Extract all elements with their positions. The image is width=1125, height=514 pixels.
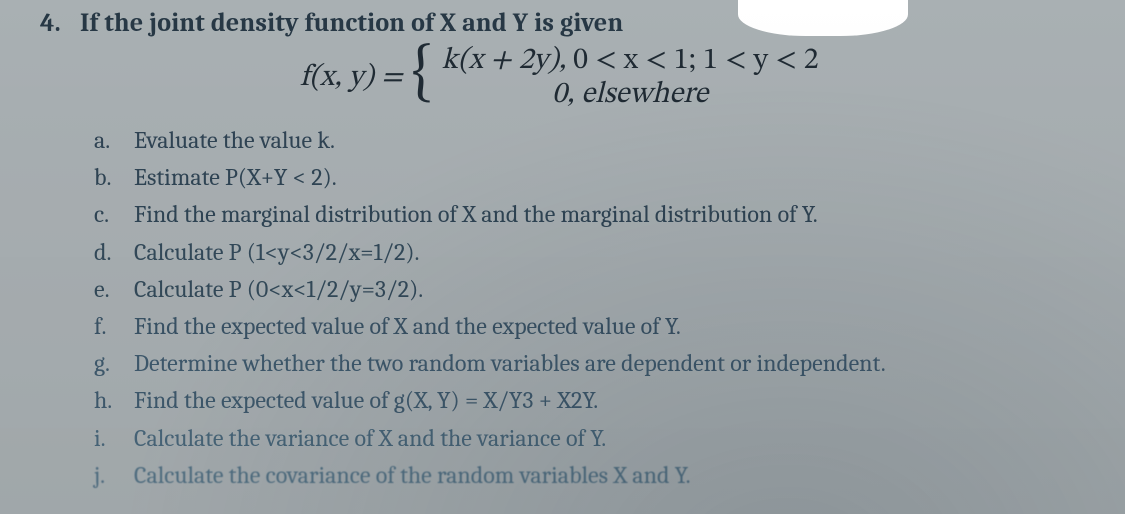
list-item: j. Calculate the covariance of the rando… xyxy=(94,457,1097,494)
formula-cases: k(x + 2y), 0 < x < 1; 1 < y < 2 0, elsew… xyxy=(442,44,819,112)
item-label: j. xyxy=(94,457,134,494)
list-item: d. Calculate P (1<y<3/2/x=1/2). xyxy=(94,234,1097,271)
question-prompt: If the joint density function of X and Y… xyxy=(80,8,1097,38)
item-text: Evaluate the value k. xyxy=(134,122,1097,159)
item-text: Estimate P(X+Y < 2). xyxy=(134,159,1097,196)
item-text: Find the expected value of g(X, Y) = X/Y… xyxy=(134,382,1097,419)
item-text: Calculate the covariance of the random v… xyxy=(134,457,1097,494)
formula-case-1-right: 0 < x < 1; 1 < y < 2 xyxy=(573,46,818,76)
item-label: i. xyxy=(94,420,134,457)
item-text: Calculate P (0<x<1/2/y=3/2). xyxy=(134,271,1097,308)
formula: f(x, y) = { k(x + 2y), 0 < x < 1; 1 < y … xyxy=(40,44,1097,112)
item-text: Determine whether the two random variabl… xyxy=(134,345,1097,382)
question-block: 4. If the joint density function of X an… xyxy=(0,0,1125,502)
formula-case-1-left: k(x + 2y), xyxy=(442,46,566,76)
whiteout-patch xyxy=(738,0,908,36)
item-label: g. xyxy=(94,345,134,382)
item-text: Calculate P (1<y<3/2/x=1/2). xyxy=(134,234,1097,271)
formula-lhs: f(x, y) = xyxy=(300,59,403,97)
list-item: b. Estimate P(X+Y < 2). xyxy=(94,159,1097,196)
item-text: Find the marginal distribution of X and … xyxy=(134,196,1097,233)
list-item: i. Calculate the variance of X and the v… xyxy=(94,420,1097,457)
list-item: e. Calculate P (0<x<1/2/y=3/2). xyxy=(94,271,1097,308)
item-label: b. xyxy=(94,159,134,196)
list-item: h. Find the expected value of g(X, Y) = … xyxy=(94,382,1097,419)
item-label: a. xyxy=(94,122,134,159)
formula-case-2: 0, elsewhere xyxy=(442,78,819,112)
list-item: g. Determine whether the two random vari… xyxy=(94,345,1097,382)
list-item: a. Evaluate the value k. xyxy=(94,122,1097,159)
formula-case-2-text: 0, elsewhere xyxy=(552,80,708,110)
item-text: Calculate the variance of X and the vari… xyxy=(134,420,1097,457)
formula-case-1: k(x + 2y), 0 < x < 1; 1 < y < 2 xyxy=(442,44,819,78)
list-item: c. Find the marginal distribution of X a… xyxy=(94,196,1097,233)
item-label: e. xyxy=(94,271,134,308)
brace-icon: { xyxy=(412,47,433,101)
question-number: 4. xyxy=(40,8,80,38)
item-label: c. xyxy=(94,196,134,233)
sub-items: a. Evaluate the value k. b. Estimate P(X… xyxy=(94,122,1097,494)
item-label: h. xyxy=(94,382,134,419)
item-text: Find the expected value of X and the exp… xyxy=(134,308,1097,345)
question-heading: 4. If the joint density function of X an… xyxy=(40,8,1097,38)
list-item: f. Find the expected value of X and the … xyxy=(94,308,1097,345)
item-label: d. xyxy=(94,234,134,271)
item-label: f. xyxy=(94,308,134,345)
